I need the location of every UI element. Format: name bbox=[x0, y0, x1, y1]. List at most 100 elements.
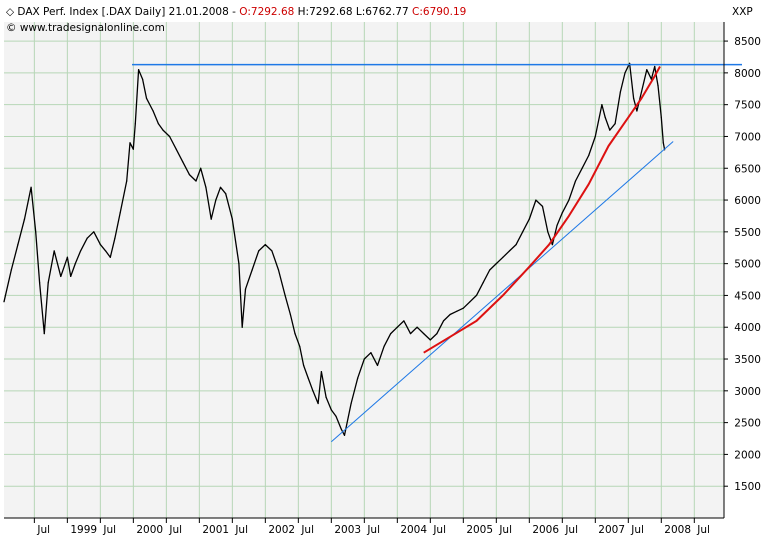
x-tick-label: 2000 bbox=[136, 524, 163, 536]
price-point bbox=[469, 301, 471, 303]
y-tick-label: 5500 bbox=[734, 227, 761, 239]
price-point bbox=[264, 243, 266, 246]
chart-header: ◇ DAX Perf. Index [.DAX Daily] 21.01.200… bbox=[6, 6, 466, 18]
open-label: O: bbox=[239, 6, 251, 18]
price-point bbox=[568, 199, 570, 201]
y-tick-label: 8000 bbox=[734, 68, 761, 80]
price-point bbox=[225, 193, 227, 195]
price-point bbox=[251, 269, 253, 271]
price-point bbox=[449, 313, 451, 316]
price-series bbox=[3, 62, 666, 436]
header-marker-icon: ◇ bbox=[6, 6, 17, 18]
x-tick-label: Jul bbox=[168, 524, 182, 536]
y-tick-label: 3000 bbox=[734, 386, 761, 398]
price-point bbox=[317, 402, 319, 405]
copyright-text: © www.tradesignalonline.com bbox=[6, 22, 165, 34]
high-label: H: bbox=[294, 6, 309, 18]
price-point bbox=[195, 180, 197, 182]
price-point bbox=[182, 161, 184, 163]
price-point bbox=[646, 69, 648, 71]
x-tick-label: Jul bbox=[366, 524, 380, 536]
price-point bbox=[541, 205, 544, 208]
y-tick-label: 6000 bbox=[734, 195, 761, 207]
price-point bbox=[556, 224, 558, 227]
price-point bbox=[47, 282, 49, 284]
price-point bbox=[74, 263, 76, 265]
annotations bbox=[132, 63, 742, 443]
y-tick-label: 7000 bbox=[734, 131, 761, 143]
price-point bbox=[132, 148, 134, 150]
price-point bbox=[30, 186, 32, 188]
price-point bbox=[343, 434, 346, 436]
price-point bbox=[200, 167, 202, 169]
price-point bbox=[624, 72, 626, 74]
price-point bbox=[238, 263, 240, 265]
price-point bbox=[277, 269, 280, 271]
header-title: DAX Perf. Index [.DAX Daily] 21.01.2008 … bbox=[17, 6, 239, 18]
price-point bbox=[588, 154, 590, 157]
price-point bbox=[134, 123, 136, 125]
price-point bbox=[70, 275, 72, 277]
y-axis: 1500 2000 2500 3000 3500 4000 4500 5000 5500 6000… bbox=[724, 36, 761, 493]
price-point bbox=[396, 326, 398, 328]
x-tick-label: Jul bbox=[300, 524, 314, 536]
price-point bbox=[79, 250, 82, 252]
x-tick-label: 2003 bbox=[334, 524, 361, 536]
price-point bbox=[535, 199, 537, 201]
price-point bbox=[169, 135, 171, 138]
trend-line bbox=[331, 141, 674, 443]
price-point bbox=[657, 84, 659, 87]
price-point bbox=[629, 62, 631, 64]
close-label: C: bbox=[409, 6, 423, 18]
price-point bbox=[145, 97, 148, 99]
price-point bbox=[330, 409, 332, 411]
price-point bbox=[660, 116, 662, 118]
price-point bbox=[258, 250, 260, 252]
price-point bbox=[138, 69, 140, 71]
price-point bbox=[157, 123, 160, 125]
price-point bbox=[129, 142, 131, 144]
price-point bbox=[109, 256, 111, 258]
price-point bbox=[3, 301, 5, 303]
x-tick-label: 2005 bbox=[466, 524, 493, 536]
price-point bbox=[456, 310, 458, 312]
price-point bbox=[312, 390, 314, 392]
x-tick-label: Jul bbox=[36, 524, 50, 536]
price-point bbox=[619, 91, 621, 93]
price-point bbox=[210, 218, 212, 220]
price-point bbox=[66, 256, 68, 258]
price-point bbox=[640, 91, 643, 93]
price-point bbox=[502, 256, 504, 258]
price-point bbox=[23, 218, 26, 220]
x-tick-label: Jul bbox=[234, 524, 248, 536]
price-point bbox=[601, 104, 603, 106]
price-point bbox=[43, 332, 45, 335]
price-point bbox=[551, 243, 554, 246]
price-point bbox=[547, 231, 549, 233]
x-tick-label: 2001 bbox=[202, 524, 229, 536]
price-point bbox=[340, 428, 342, 430]
y-tick-label: 3500 bbox=[734, 354, 761, 366]
price-point bbox=[60, 275, 62, 277]
low-value: 6762.77 bbox=[365, 6, 408, 18]
price-point bbox=[39, 282, 41, 284]
x-tick-label: 2007 bbox=[598, 524, 625, 536]
price-point bbox=[105, 250, 107, 252]
price-point bbox=[162, 129, 164, 131]
open-value: 7292.68 bbox=[251, 6, 294, 18]
x-tick-label: Jul bbox=[630, 524, 644, 536]
x-tick-label: Jul bbox=[696, 524, 710, 536]
price-point bbox=[416, 326, 418, 328]
y-tick-label: 4500 bbox=[734, 290, 761, 302]
y-tick-label: 1500 bbox=[734, 481, 761, 493]
close-value: 6790.19 bbox=[423, 6, 466, 18]
x-tick-label: 2002 bbox=[268, 524, 295, 536]
price-point bbox=[403, 320, 405, 322]
y-tick-label: 7500 bbox=[734, 100, 761, 112]
price-point bbox=[114, 237, 116, 239]
x-tick-label: 2008 bbox=[664, 524, 691, 536]
price-point bbox=[357, 377, 359, 379]
x-axis: Jul 1999 Jul 2000 Jul 2001 Jul 2002 Jul 2003 Jul 20… bbox=[33, 518, 710, 536]
price-point bbox=[205, 186, 207, 188]
